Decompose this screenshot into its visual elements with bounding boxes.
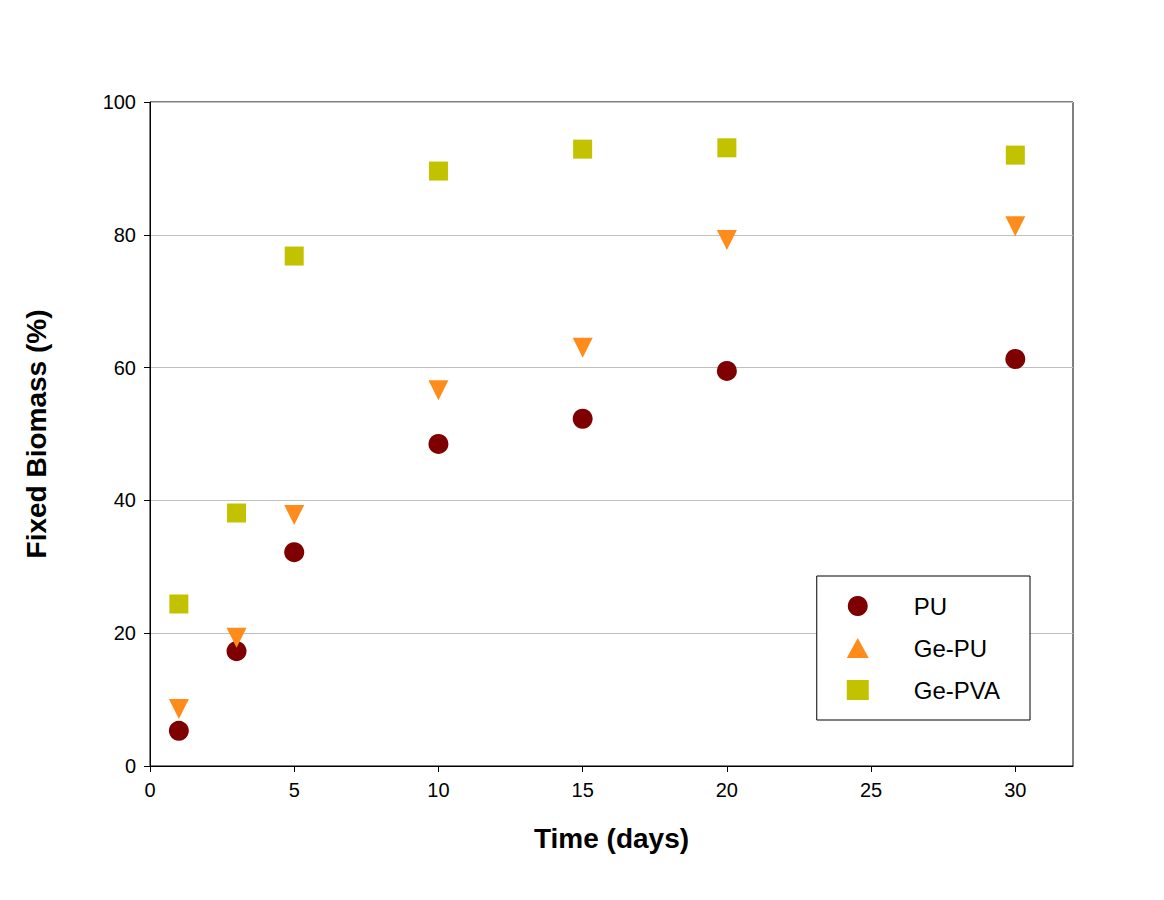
svg-text:Time (days): Time (days) [534,823,689,854]
svg-text:5: 5 [289,779,300,801]
svg-text:80: 80 [114,224,136,246]
svg-text:15: 15 [572,779,594,801]
svg-text:25: 25 [860,779,882,801]
svg-text:20: 20 [716,779,738,801]
svg-text:60: 60 [114,357,136,379]
svg-text:100: 100 [103,91,136,113]
svg-text:0: 0 [144,779,155,801]
svg-text:Ge-PVA: Ge-PVA [914,677,1000,704]
svg-text:40: 40 [114,489,136,511]
svg-text:Ge-PU: Ge-PU [914,635,987,662]
svg-text:10: 10 [427,779,449,801]
svg-text:0: 0 [125,755,136,777]
svg-text:PU: PU [914,593,947,620]
svg-text:20: 20 [114,622,136,644]
svg-text:Fixed Biomass (%): Fixed Biomass (%) [21,310,52,559]
svg-text:30: 30 [1004,779,1026,801]
